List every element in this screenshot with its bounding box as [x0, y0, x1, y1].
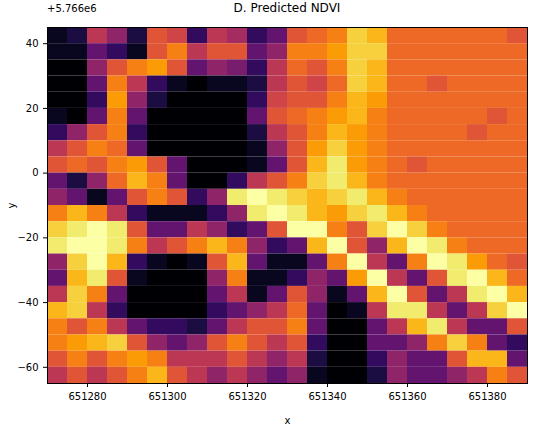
svg-text:x: x — [285, 415, 291, 426]
svg-text:651360: 651360 — [388, 391, 426, 402]
svg-text:y: y — [6, 202, 17, 208]
svg-text:651380: 651380 — [468, 391, 506, 402]
svg-text:651340: 651340 — [308, 391, 346, 402]
html-text:D. Predicted NDVI: D. Predicted NDVI — [233, 1, 341, 15]
svg-text:651300: 651300 — [148, 391, 186, 402]
html-text:+5.766e6: +5.766e6 — [47, 3, 97, 14]
svg-text:−40: −40 — [17, 297, 38, 308]
svg-text:−60: −60 — [17, 362, 38, 373]
svg-text:−20: −20 — [17, 232, 38, 243]
svg-text:651280: 651280 — [68, 391, 106, 402]
svg-text:20: 20 — [26, 103, 39, 114]
svg-text:0: 0 — [32, 167, 38, 178]
svg-text:40: 40 — [26, 38, 39, 49]
svg-text:651320: 651320 — [228, 391, 266, 402]
